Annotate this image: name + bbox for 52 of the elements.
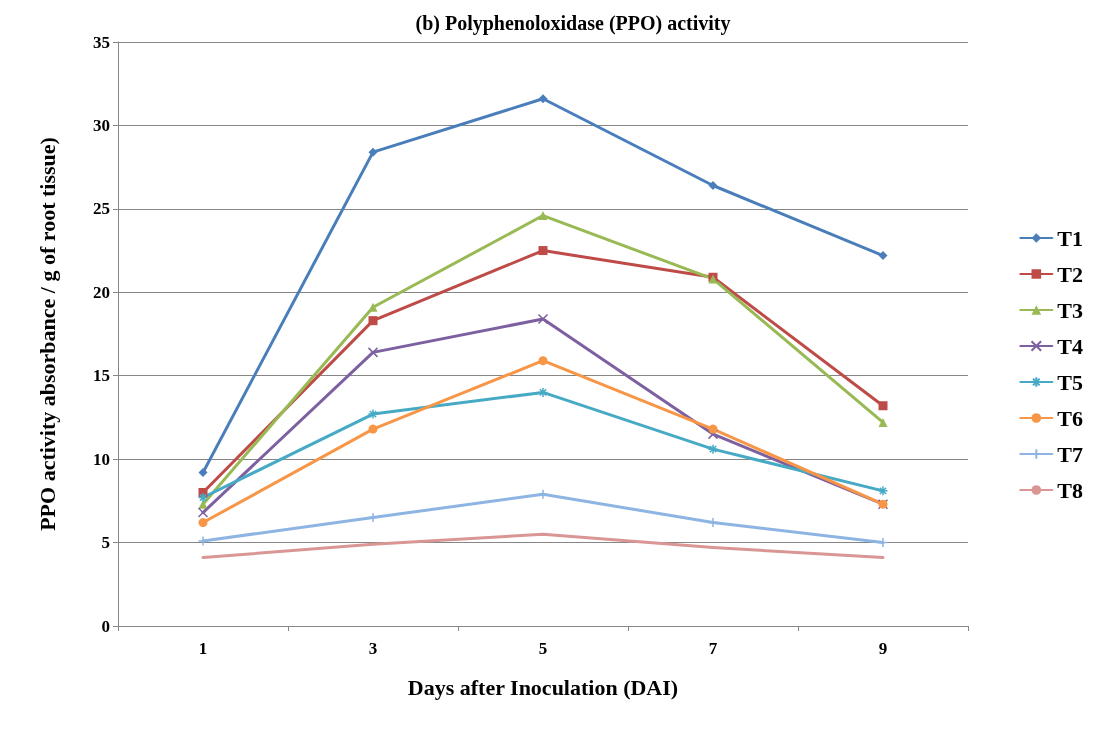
legend-label: T4 — [1057, 333, 1084, 359]
point — [368, 316, 378, 326]
point — [537, 313, 549, 325]
point — [198, 467, 208, 477]
x-tick-label: 1 — [198, 639, 208, 658]
legend-label: T2 — [1057, 261, 1084, 287]
point — [537, 387, 549, 398]
point — [538, 356, 548, 366]
point — [878, 417, 888, 427]
y-tick-label: 20 — [93, 282, 110, 302]
legend-label: T5 — [1057, 369, 1084, 395]
point — [368, 147, 378, 157]
y-tick-label: 5 — [101, 533, 110, 553]
point — [368, 302, 378, 312]
point — [878, 251, 888, 261]
point — [538, 246, 548, 256]
point — [538, 211, 548, 221]
point — [368, 424, 378, 434]
y-tick-label: 15 — [93, 366, 110, 386]
y-tick-label: 10 — [93, 449, 110, 469]
legend-label: T7 — [1057, 441, 1084, 467]
legend-label: T6 — [1057, 405, 1084, 431]
y-tick-label: 35 — [93, 32, 110, 52]
point — [537, 488, 549, 500]
legend-label: T3 — [1057, 297, 1084, 323]
line-series — [201, 532, 885, 560]
point — [877, 485, 889, 497]
point — [197, 492, 209, 503]
point — [707, 428, 719, 440]
y-axis-title: PPO activity absorbance / g of root tissue) — [34, 137, 60, 531]
x-tick-label: 7 — [708, 639, 718, 658]
point — [367, 512, 379, 523]
point — [707, 443, 719, 455]
point — [538, 94, 548, 104]
x-tick-label: 9 — [878, 639, 888, 658]
y-tick-label: 0 — [101, 616, 110, 636]
y-tick-label: 30 — [93, 115, 110, 135]
x-tick-label: 5 — [538, 639, 548, 658]
point — [708, 181, 718, 190]
chart-title: (b) Polyphenoloxidase (PPO) activity — [415, 12, 731, 35]
x-tick-label: 3 — [368, 639, 378, 658]
point — [198, 518, 208, 528]
x-axis-title: Days after Inoculation (DAI) — [407, 674, 679, 700]
point — [197, 507, 209, 518]
legend-label: T1 — [1057, 225, 1084, 251]
y-tick-label: 25 — [93, 199, 110, 219]
point — [878, 401, 888, 411]
point — [877, 537, 889, 548]
legend-label: T8 — [1057, 477, 1084, 503]
point — [707, 517, 719, 528]
point — [367, 347, 379, 358]
point — [708, 424, 718, 434]
